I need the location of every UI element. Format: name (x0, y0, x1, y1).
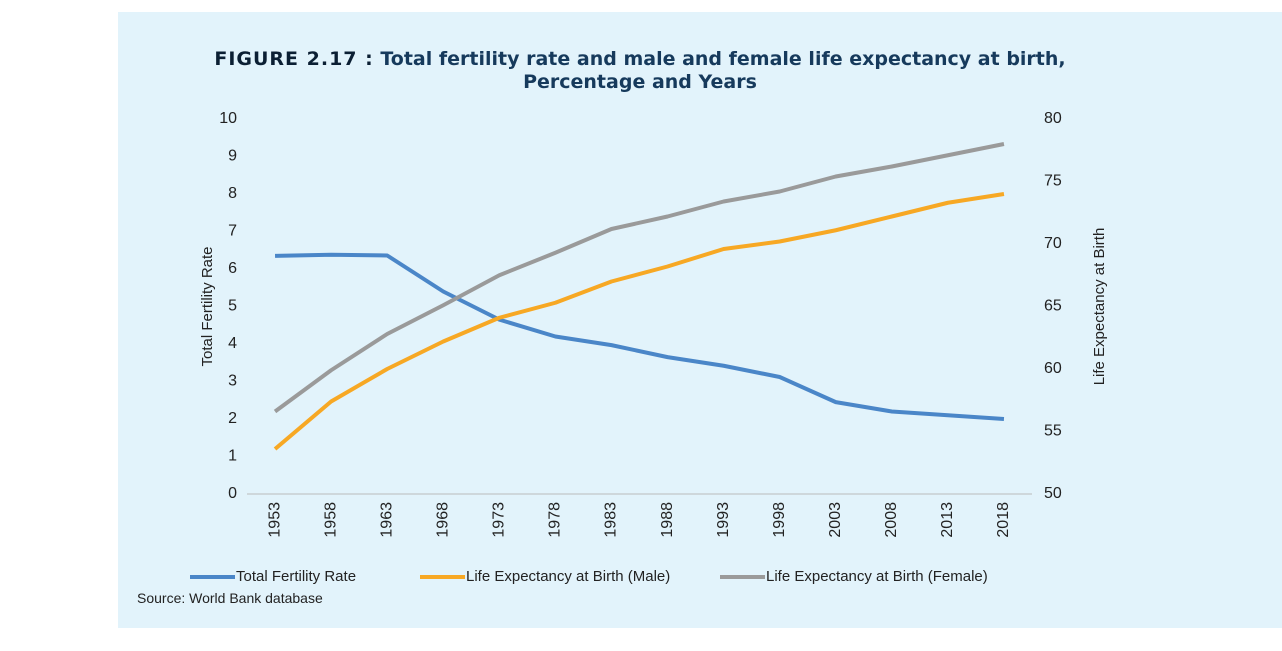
x-tick-label: 1993 (715, 502, 732, 538)
x-tick-label: 1953 (266, 502, 283, 538)
chart-title: FIGURE 2.17 : Total fertility rate and m… (190, 48, 1090, 94)
y2-tick-label: 65 (1044, 298, 1062, 315)
y-tick-label: 3 (228, 373, 237, 390)
y2-tick-label: 80 (1044, 110, 1062, 127)
y-tick-label: 1 (228, 448, 237, 465)
legend-label: Total Fertility Rate (236, 568, 356, 585)
series-line (273, 142, 1005, 414)
legend-label: Life Expectancy at Birth (Female) (766, 568, 988, 585)
x-tick-label: 2018 (995, 502, 1012, 538)
y2-axis-label: Life Expectancy at Birth (1091, 228, 1108, 386)
y-tick-label: 10 (219, 110, 237, 127)
series-line (274, 252, 1005, 421)
x-tick-label: 1958 (322, 502, 339, 538)
x-tick-label: 2013 (939, 502, 956, 538)
y2-tick-label: 55 (1044, 423, 1062, 440)
panel (118, 12, 1282, 628)
y-tick-label: 9 (228, 148, 237, 165)
x-tick-label: 1968 (434, 502, 451, 538)
title-text: Total fertility rate and male and female… (380, 48, 1066, 93)
y-tick-label: 0 (228, 485, 237, 502)
x-tick-label: 2003 (827, 502, 844, 538)
x-tick-label: 1988 (659, 502, 676, 538)
y-tick-label: 4 (228, 335, 237, 352)
y-tick-label: 5 (228, 298, 237, 315)
legend-label: Life Expectancy at Birth (Male) (466, 568, 670, 585)
source: Source: World Bank database (137, 590, 323, 606)
y-axis-label: Total Fertility Rate (199, 246, 216, 366)
x-tick-label: 1963 (378, 502, 395, 538)
y2-tick-label: 70 (1044, 235, 1062, 252)
series-line (273, 192, 1005, 451)
x-tick-label: 1998 (771, 502, 788, 538)
y2-tick-label: 75 (1044, 173, 1062, 190)
y-tick-label: 8 (228, 185, 237, 202)
x-tick-label: 1978 (547, 502, 564, 538)
y-tick-label: 2 (228, 410, 237, 427)
y2-tick-label: 60 (1044, 360, 1062, 377)
figure-label: FIGURE 2.17 : (214, 48, 374, 70)
x-tick-label: 2008 (883, 502, 900, 538)
y-tick-label: 7 (228, 223, 237, 240)
x-tick-label: 1983 (603, 502, 620, 538)
y-tick-label: 6 (228, 260, 237, 277)
y2-tick-label: 50 (1044, 485, 1062, 502)
x-tick-label: 1973 (491, 502, 508, 538)
